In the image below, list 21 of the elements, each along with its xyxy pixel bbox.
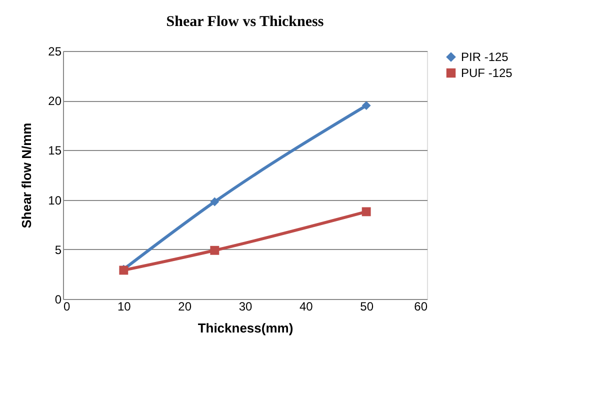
x-tick-label: 0 [64, 300, 70, 314]
legend-label: PUF -125 [461, 66, 513, 80]
x-tick-label: 10 [117, 300, 132, 314]
y-tick-label: 5 [54, 242, 62, 257]
y-tick-label: 20 [48, 94, 62, 108]
x-tick-label: 40 [299, 300, 314, 314]
point [210, 197, 220, 206]
y-axis-title: Shear flow N/mm [19, 122, 34, 228]
legend-label: PIR -125 [461, 50, 509, 64]
point [362, 207, 371, 216]
y-tick-label: 15 [48, 144, 62, 158]
y-tick-label: 10 [48, 193, 62, 208]
x-axis-title: Thickness(mm) [198, 320, 294, 336]
x-tick-label: 60 [414, 300, 428, 314]
x-tick-label: 50 [360, 300, 374, 314]
chart-title: Shear Flow vs Thickness [166, 14, 324, 30]
y-tick-label: 25 [48, 44, 62, 58]
x-tick-label: 30 [238, 300, 252, 314]
point [210, 246, 220, 255]
x-tick-label: 20 [178, 300, 192, 314]
point [362, 101, 371, 110]
